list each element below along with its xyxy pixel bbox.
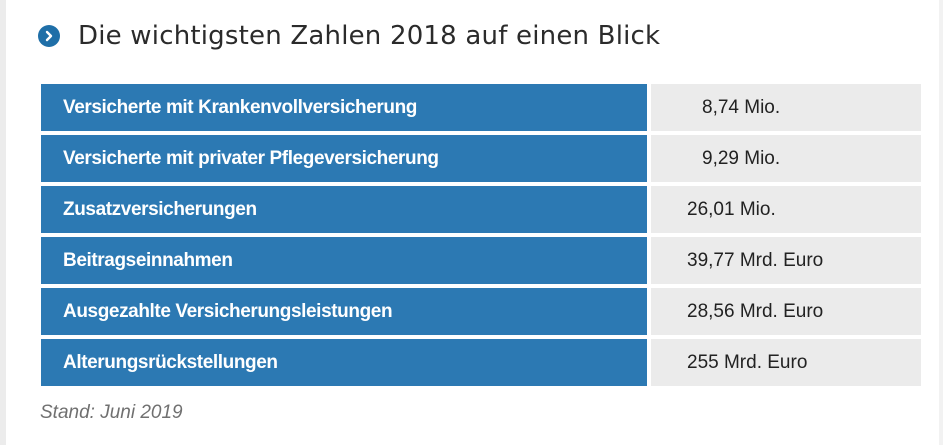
table-row: Versicherte mit Krankenvollversicherung … — [41, 84, 921, 131]
row-label: Versicherte mit Krankenvollversicherung — [41, 84, 647, 131]
table-row: Ausgezahlte Versicherungsleistungen 28,5… — [41, 288, 921, 335]
section-title: Die wichtigsten Zahlen 2018 auf einen Bl… — [78, 21, 661, 51]
row-value: 28,56 Mrd. Euro — [651, 288, 921, 335]
row-value: 255 Mrd. Euro — [651, 339, 921, 386]
row-value: 26,01 Mio. — [651, 186, 921, 233]
section-header: Die wichtigsten Zahlen 2018 auf einen Bl… — [38, 16, 660, 56]
left-border — [0, 0, 6, 445]
table-row: Beitragseinnahmen 39,77 Mrd. Euro — [41, 237, 921, 284]
row-label: Zusatzversicherungen — [41, 186, 647, 233]
row-label: Versicherte mit privater Pflegeversicher… — [41, 135, 647, 182]
row-label: Alterungsrückstellungen — [41, 339, 647, 386]
right-border — [939, 0, 943, 445]
row-value: 8,74 Mio. — [651, 84, 921, 131]
footnote-date: Stand: Juni 2019 — [40, 402, 183, 423]
table-row: Alterungsrückstellungen 255 Mrd. Euro — [41, 339, 921, 386]
key-figures-table: Versicherte mit Krankenvollversicherung … — [41, 84, 921, 390]
chevron-right-circle-icon[interactable] — [38, 25, 60, 47]
row-label: Ausgezahlte Versicherungsleistungen — [41, 288, 647, 335]
row-label: Beitragseinnahmen — [41, 237, 647, 284]
row-value: 9,29 Mio. — [651, 135, 921, 182]
table-row: Versicherte mit privater Pflegeversicher… — [41, 135, 921, 182]
table-row: Zusatzversicherungen 26,01 Mio. — [41, 186, 921, 233]
row-value: 39,77 Mrd. Euro — [651, 237, 921, 284]
